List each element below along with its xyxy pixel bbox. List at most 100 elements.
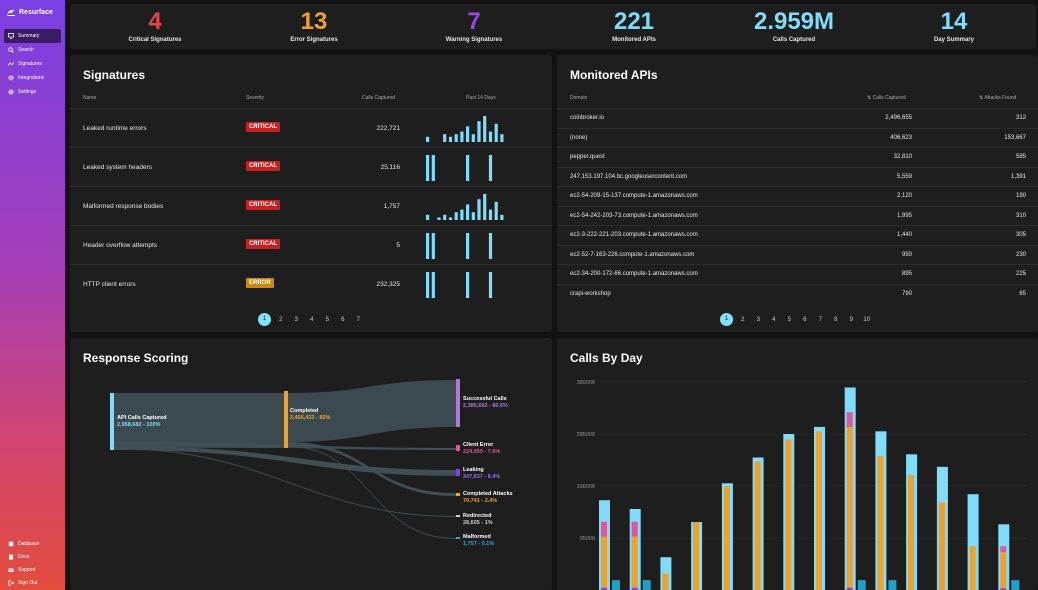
- sidebar-item-settings[interactable]: Settings: [4, 85, 61, 99]
- sankey-node-leaking[interactable]: [456, 469, 460, 476]
- table-row[interactable]: coinbroker.io 2,496,655 312: [557, 108, 1038, 128]
- page-button[interactable]: 4: [310, 316, 314, 323]
- page-button[interactable]: 3: [756, 316, 760, 323]
- table-row[interactable]: Malformed response bodies CRITICAL 1,757: [70, 186, 552, 225]
- panel-title: Signatures: [83, 68, 146, 82]
- bar-leaking[interactable]: [631, 587, 638, 590]
- sidebar-item-summary[interactable]: Summary: [4, 29, 61, 43]
- page-button[interactable]: 9: [849, 316, 853, 323]
- table-row[interactable]: 247.153.197.104.bc.googleusercontent.com…: [557, 166, 1038, 187]
- sidebar-item-integrations[interactable]: Integrations: [4, 71, 61, 85]
- table-row[interactable]: ec2-52-7-163-226.compute-1.amazonaws.com…: [557, 244, 1038, 265]
- page-button[interactable]: 7: [356, 316, 360, 323]
- stat-warning-signatures[interactable]: 7 Warning Signatures: [419, 8, 529, 43]
- bar-attacks[interactable]: [612, 580, 620, 590]
- bar-attacks[interactable]: [1011, 580, 1020, 590]
- table-row[interactable]: ec2-54-209-15-137.compute-1.amazonaws.co…: [557, 186, 1038, 206]
- node-value: 247,837 - 8.4%: [463, 474, 501, 480]
- bar-completed[interactable]: [662, 573, 669, 590]
- page-button[interactable]: 7: [818, 316, 822, 323]
- bar-total[interactable]: [660, 557, 672, 590]
- page-button[interactable]: 1: [720, 313, 733, 326]
- column-header-name[interactable]: Name: [83, 95, 97, 101]
- bar-client-error[interactable]: [631, 521, 638, 537]
- sankey-node-malformed[interactable]: [456, 537, 460, 539]
- sidebar-item-search[interactable]: Search: [4, 43, 61, 57]
- bar-client-error[interactable]: [601, 521, 607, 537]
- sankey-node-completed[interactable]: [284, 391, 288, 448]
- bar-completed[interactable]: [785, 439, 792, 590]
- stat-monitored-apis[interactable]: 221 Monitored APIs: [579, 8, 689, 43]
- sidebar-item-docs[interactable]: Docs: [4, 550, 61, 563]
- calls-captured: 232,325: [376, 281, 401, 288]
- bar-client-error[interactable]: [846, 412, 853, 427]
- spark-bar: [443, 214, 447, 220]
- sankey-node-redirected[interactable]: [456, 515, 460, 517]
- stat-critical-signatures[interactable]: 4 Critical Signatures: [100, 8, 210, 43]
- table-row[interactable]: ec2-34-200-172-66.compute-1.amazonaws.co…: [557, 264, 1038, 284]
- bar-completed[interactable]: [938, 502, 945, 590]
- bar-completed[interactable]: [601, 535, 607, 590]
- column-header-severity[interactable]: Severity: [246, 95, 265, 101]
- table-row[interactable]: HTTP client errors ERROR 232,325: [70, 264, 552, 303]
- sankey-node-source[interactable]: [110, 393, 114, 450]
- page-button[interactable]: 1: [258, 313, 271, 326]
- bar-completed[interactable]: [877, 455, 884, 590]
- spark-bar: [466, 233, 470, 259]
- stat-error-signatures[interactable]: 13 Error Signatures: [259, 8, 369, 43]
- bar-leaking[interactable]: [846, 587, 853, 590]
- bar-completed[interactable]: [631, 535, 638, 590]
- sankey-node-attacks[interactable]: [456, 493, 460, 496]
- sort-icon: ⇅: [979, 95, 984, 101]
- sidebar-item-support[interactable]: Support: [4, 563, 61, 576]
- panel-title: Monitored APIs: [570, 68, 658, 82]
- column-header-attacks[interactable]: ⇅ Attacks Found: [979, 95, 1016, 101]
- bar-attacks[interactable]: [888, 580, 897, 590]
- bar-completed[interactable]: [846, 425, 853, 590]
- page-button[interactable]: 2: [741, 316, 745, 323]
- table-row[interactable]: Leaked runtime errors CRITICAL 222,721: [70, 108, 552, 147]
- bar-completed[interactable]: [908, 475, 915, 590]
- column-header-calls[interactable]: Calls Captured: [362, 95, 396, 101]
- page-button[interactable]: 6: [803, 316, 807, 323]
- bar-completed[interactable]: [693, 522, 700, 590]
- sidebar-item-database[interactable]: Database: [4, 537, 61, 550]
- page-button[interactable]: 4: [772, 316, 776, 323]
- sankey-node-client-error[interactable]: [456, 445, 460, 451]
- table-row[interactable]: Leaked system headers CRITICAL 25,116: [70, 147, 552, 186]
- spark-bar: [460, 209, 464, 220]
- brand[interactable]: Resurface: [6, 7, 53, 17]
- page-button[interactable]: 8: [834, 316, 838, 323]
- bar-completed[interactable]: [816, 431, 822, 590]
- bar-completed[interactable]: [969, 546, 976, 590]
- bar-completed[interactable]: [754, 461, 761, 590]
- stat-day-summary[interactable]: 14 Day Summary: [899, 8, 1009, 43]
- page-button[interactable]: 5: [787, 316, 791, 323]
- table-row[interactable]: crapi-workshop 790 65: [557, 283, 1038, 304]
- table-row[interactable]: pepper.quest 32,810 585: [557, 147, 1038, 167]
- bar-completed[interactable]: [723, 486, 730, 590]
- bar-leaking[interactable]: [1000, 588, 1007, 590]
- sidebar-item-label: Settings: [18, 89, 37, 95]
- sankey-node-successful[interactable]: [456, 379, 460, 427]
- table-row[interactable]: (none) 406,623 153,667: [557, 127, 1038, 148]
- bar-client-error[interactable]: [1000, 546, 1007, 553]
- stat-calls-captured[interactable]: 2.959M Calls Captured: [739, 8, 849, 43]
- page-button[interactable]: 10: [863, 316, 871, 323]
- table-row[interactable]: ec2-54-242-203-73.compute-1.amazonaws.co…: [557, 205, 1038, 226]
- bar-attacks[interactable]: [857, 580, 866, 590]
- page-button[interactable]: 5: [325, 316, 329, 323]
- sidebar-item-sign-out[interactable]: Sign Out: [4, 576, 61, 589]
- bar-total[interactable]: [967, 494, 979, 590]
- bar-leaking[interactable]: [601, 587, 607, 590]
- page-button[interactable]: 6: [341, 316, 345, 323]
- table-row[interactable]: Header overflow attempts CRITICAL 5: [70, 225, 552, 264]
- page-button[interactable]: 2: [279, 316, 283, 323]
- page-button[interactable]: 3: [294, 316, 298, 323]
- table-row[interactable]: ec2-3-222-221-203.compute-1.amazonaws.co…: [557, 225, 1038, 245]
- bar-attacks[interactable]: [642, 580, 651, 590]
- sidebar-item-signatures[interactable]: Signatures: [4, 57, 61, 71]
- bar-completed[interactable]: [1000, 551, 1007, 590]
- column-header-domain[interactable]: Domain: [570, 95, 588, 101]
- column-header-calls[interactable]: ⇅ Calls Captured: [867, 95, 906, 101]
